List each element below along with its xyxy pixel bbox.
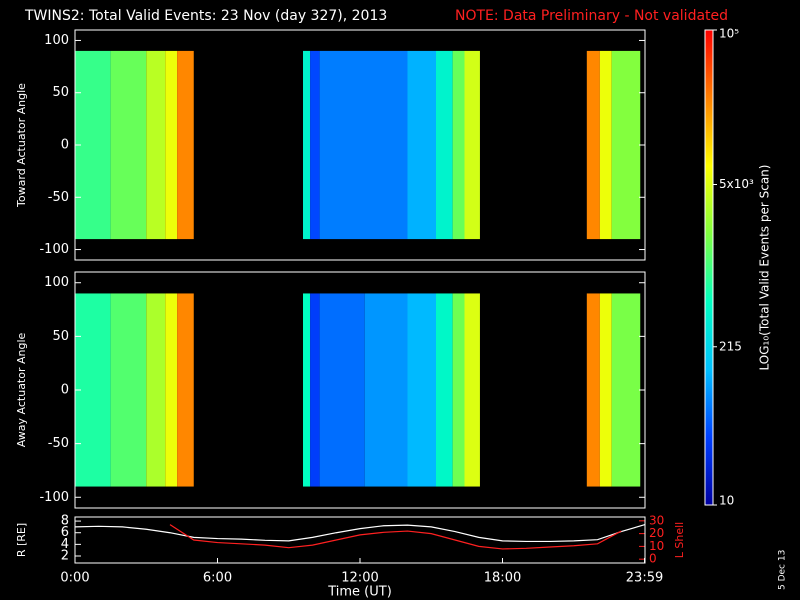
- colorbar-tick-label: 10: [719, 494, 734, 508]
- heatmap-cell: [146, 50, 166, 240]
- date-stamp: 5 Dec 13: [778, 550, 788, 590]
- chart-title: TWINS2: Total Valid Events: 23 Nov (day …: [24, 8, 387, 24]
- heatmap-cell: [464, 50, 480, 240]
- heatmap-cell: [611, 293, 641, 487]
- line-series: [74, 523, 646, 543]
- y2-tick-label: 20: [649, 526, 664, 540]
- y-tick-label: 6: [61, 525, 69, 540]
- y-tick-label: 8: [61, 514, 69, 529]
- y2-label: L Shell: [673, 522, 686, 558]
- x-tick-label: 18:00: [484, 571, 521, 586]
- heatmap-cell: [436, 50, 453, 240]
- heatmap-cell: [165, 293, 178, 487]
- heatmap-cell: [407, 293, 436, 487]
- y-tick-label: -50: [48, 436, 69, 451]
- note: NOTE: Data Preliminary - Not validated: [455, 8, 728, 24]
- heatmap-cell: [464, 293, 480, 487]
- y-tick-label: 0: [61, 138, 69, 153]
- y-tick-label: 0: [61, 383, 69, 398]
- colorbar-tick-label: 215: [719, 339, 742, 353]
- line-series: [169, 524, 622, 550]
- heatmap-cell: [586, 293, 600, 487]
- heatmap-cell: [177, 293, 194, 487]
- colorbar-tick-label: 10⁵: [719, 27, 739, 41]
- heatmap-cell: [364, 293, 408, 487]
- colorbar-label: LOG₁₀(Total Valid Events per Scan): [758, 165, 772, 371]
- heatmap-cell: [599, 50, 612, 240]
- plot-frame: [74, 516, 646, 564]
- heatmap-cell: [586, 50, 600, 240]
- y-tick-label: 2: [61, 549, 69, 564]
- y-tick-label: -100: [39, 242, 69, 257]
- y-label: Away Actuator Angle: [15, 332, 28, 447]
- x-tick-label: 6:00: [203, 571, 232, 586]
- heatmap-cell: [303, 293, 311, 487]
- heatmap-cell: [177, 50, 194, 240]
- heatmap-cell: [165, 50, 178, 240]
- y-tick-label: -100: [39, 490, 69, 505]
- heatmap-cell: [310, 50, 320, 240]
- x-tick-label: 23:59: [626, 571, 663, 586]
- heatmap-cell: [611, 50, 641, 240]
- x-tick-label: 0:00: [60, 571, 89, 586]
- y-tick-label: -50: [48, 190, 69, 205]
- y-label: R [RE]: [15, 523, 28, 557]
- y-label: Toward Actuator Angle: [15, 83, 28, 208]
- y2-tick-label: 0: [649, 552, 657, 566]
- heatmap-cell: [599, 293, 612, 487]
- heatmap-cell: [452, 50, 465, 240]
- heatmap-cell: [110, 50, 147, 240]
- heatmap-cell: [407, 50, 436, 240]
- colorbar: [704, 29, 714, 506]
- y-tick-label: 50: [52, 329, 69, 344]
- y2-tick-label: 30: [649, 513, 664, 527]
- heatmap-cell: [303, 50, 311, 240]
- heatmap-cell: [319, 50, 408, 240]
- y2-tick-label: 10: [649, 539, 664, 553]
- y-tick-label: 4: [61, 537, 69, 552]
- heatmap-cell: [310, 293, 320, 487]
- heatmap-cell: [110, 293, 147, 487]
- heatmap-cell: [146, 293, 166, 487]
- heatmap-cell: [452, 293, 465, 487]
- x-tick-label: 12:00: [341, 571, 378, 586]
- colorbar-tick-label: 5x10³: [719, 177, 754, 191]
- heatmap-cell: [319, 293, 365, 487]
- y-tick-label: 100: [44, 33, 69, 48]
- y-tick-label: 100: [44, 275, 69, 290]
- heatmap-cell: [436, 293, 453, 487]
- y-tick-label: 50: [52, 85, 69, 100]
- x-label: Time (UT): [327, 585, 392, 600]
